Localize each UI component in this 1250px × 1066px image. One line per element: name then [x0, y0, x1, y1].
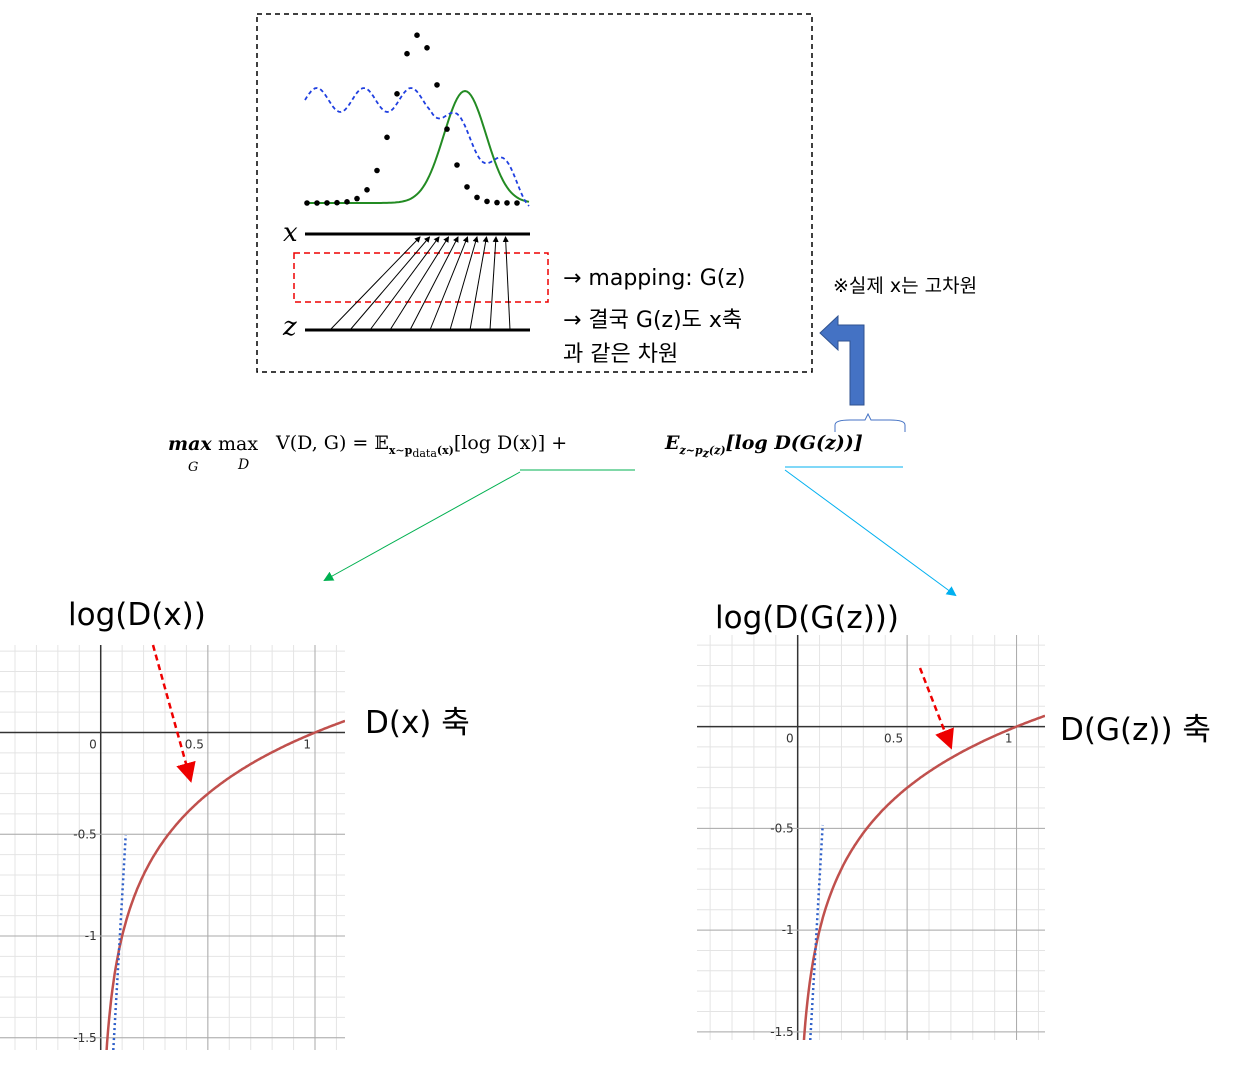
mapping-arrow [449, 236, 479, 331]
result-text: 과 같은 차원 [563, 342, 679, 367]
arrow [323, 471, 521, 581]
formula: D [238, 457, 250, 473]
dot [354, 195, 360, 202]
x-tick-label: 0.5 [185, 738, 204, 752]
dot [394, 91, 400, 97]
formula: z~p [679, 443, 703, 457]
formula: z [702, 446, 709, 460]
formula: [log D(G(z))] [725, 432, 863, 454]
formula: x∼p [388, 443, 413, 457]
dot [444, 126, 450, 132]
log-curve [802, 714, 1045, 1040]
x-tick-label: -0.5 [661, 732, 684, 746]
dot [424, 45, 430, 51]
dot [404, 50, 410, 57]
y-tick-label: -0.5 [73, 827, 96, 841]
arrow [784, 469, 957, 597]
mapping-arrow [389, 236, 450, 331]
formula: [log D(x)] + [453, 432, 568, 454]
y-tick-label: -1.5 [770, 1025, 793, 1039]
mapping-arrow [469, 236, 489, 331]
formula: Ez~pz(z)[log D(G(z))] [665, 432, 863, 460]
formula: max [218, 433, 259, 455]
note: ※실제 x는 고차원 [833, 275, 978, 297]
formula: max [168, 433, 212, 455]
log-curve [105, 719, 345, 1050]
mapping-arrow [369, 236, 440, 331]
blue-curve [304, 87, 530, 207]
formula: (z) [708, 443, 726, 457]
formula: V(D, G) = 𝔼x∼pdata(x)[log D(x)] + [276, 432, 567, 460]
dot [364, 187, 370, 193]
dot [484, 198, 490, 205]
mapping-box [293, 252, 549, 303]
plot: -0.5 0 0.5 1 -0.5 -1 -1.5 [661, 635, 1045, 1040]
plot-title: log(D(x)) [68, 597, 206, 633]
plot-title: log(D(G(z))) [715, 600, 899, 636]
dot [324, 200, 330, 206]
result-text: → 결국 G(z)도 x축 [563, 308, 743, 333]
big-arrow [819, 314, 865, 406]
dot [454, 162, 460, 168]
dashed-box [256, 13, 813, 373]
x-tick-label: 0.5 [884, 732, 903, 746]
mapping-arrow [349, 236, 431, 331]
y-tick-label: -1 [85, 929, 97, 943]
x-tick-label: 0 [89, 738, 97, 752]
x-tick-label: 0 [786, 732, 794, 746]
formula: E [665, 432, 680, 454]
mapping-arrows [329, 236, 511, 331]
y-tick-label: -0.5 [770, 821, 793, 835]
red-arrow [918, 667, 954, 750]
z-label: z [283, 312, 297, 342]
dot [374, 167, 380, 174]
x-tick-label: 1 [1005, 732, 1013, 746]
dot [304, 200, 310, 206]
axis-label: D(x) 축 [365, 705, 470, 741]
mapping-arrow [502, 236, 511, 331]
dot [434, 82, 440, 88]
dot [384, 134, 390, 141]
brace [834, 412, 906, 432]
x-tick-label: 1 [303, 738, 311, 752]
y-tick-label: -1.5 [73, 1031, 96, 1045]
distributions [304, 32, 530, 207]
dot [414, 32, 420, 38]
x-label: x [283, 218, 298, 248]
dot [334, 199, 340, 206]
dot [494, 199, 500, 206]
mapping-arrow [329, 236, 421, 331]
dot [504, 200, 510, 206]
y-tick-label: -1 [782, 923, 794, 937]
axis-label: D(G(z)) 축 [1060, 712, 1211, 748]
plot-bg [697, 635, 1045, 1040]
red-arrow [151, 644, 196, 783]
green-curve [305, 89, 530, 204]
mapping-text: → mapping: G(z) [563, 266, 746, 291]
mapping-arrow [409, 236, 459, 331]
mapping-arrow [429, 236, 469, 331]
formula: V(D, G) = 𝔼 [276, 432, 389, 454]
formula: G [188, 460, 199, 475]
dot [344, 199, 350, 205]
plot: -0.500.51-0.5-1-1.5 [0, 645, 345, 1050]
formula: (x) [436, 443, 454, 457]
mapping-arrow [489, 236, 499, 331]
dot [314, 200, 320, 206]
formula: data [412, 446, 437, 460]
dot [514, 200, 520, 206]
dot [474, 194, 480, 201]
dot [464, 184, 470, 190]
